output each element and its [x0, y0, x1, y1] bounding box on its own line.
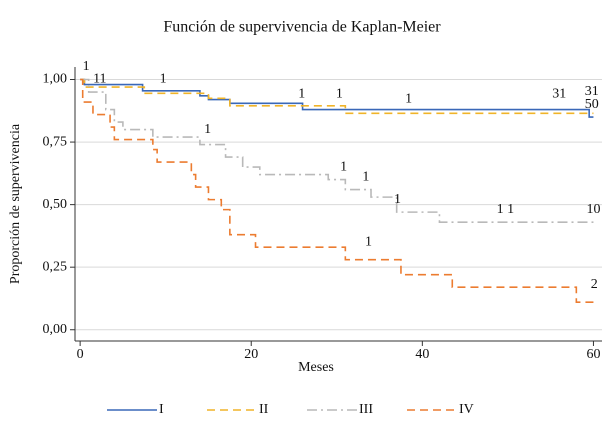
- x-tick-label: 40: [415, 347, 429, 362]
- annotation: 1: [340, 159, 347, 174]
- legend-label: I: [159, 402, 164, 417]
- x-tick-label: 60: [586, 347, 600, 362]
- annotation: 1: [204, 122, 211, 137]
- annotation: 1: [405, 92, 412, 107]
- x-tick-label: 20: [244, 347, 258, 362]
- annotation: 31: [552, 87, 566, 102]
- annotation: 1: [336, 87, 343, 102]
- annotation: 1: [298, 87, 305, 102]
- annotation: 50: [585, 97, 599, 112]
- y-axis-label: Proporción de supervivencia: [8, 123, 23, 284]
- x-axis-label: Meses: [298, 360, 334, 375]
- y-tick-label: 0,00: [43, 322, 68, 337]
- legend-label: IV: [459, 402, 474, 417]
- y-tick-label: 0,25: [43, 259, 68, 274]
- survival-curve: [80, 78, 594, 304]
- survival-curve: [80, 78, 594, 115]
- survival-curve: [80, 78, 594, 223]
- y-tick-label: 0,75: [43, 134, 68, 149]
- annotation: 31: [585, 84, 599, 99]
- annotation: 1: [394, 192, 401, 207]
- legend-label: III: [359, 402, 373, 417]
- annotation: 1 1: [497, 202, 515, 217]
- annotation: 2: [591, 277, 598, 292]
- chart-title: Función de supervivencia de Kaplan-Meier: [163, 19, 441, 36]
- annotation: 1: [362, 169, 369, 184]
- annotation: 10: [586, 202, 600, 217]
- annotation: 1: [83, 59, 90, 74]
- x-tick-label: 0: [77, 347, 84, 362]
- annotation: 1: [160, 72, 167, 87]
- y-tick-label: 1,00: [43, 72, 68, 87]
- annotation: 11: [93, 72, 106, 87]
- annotation: 1: [365, 234, 372, 249]
- legend-label: II: [259, 402, 269, 417]
- y-tick-label: 0,50: [43, 197, 68, 212]
